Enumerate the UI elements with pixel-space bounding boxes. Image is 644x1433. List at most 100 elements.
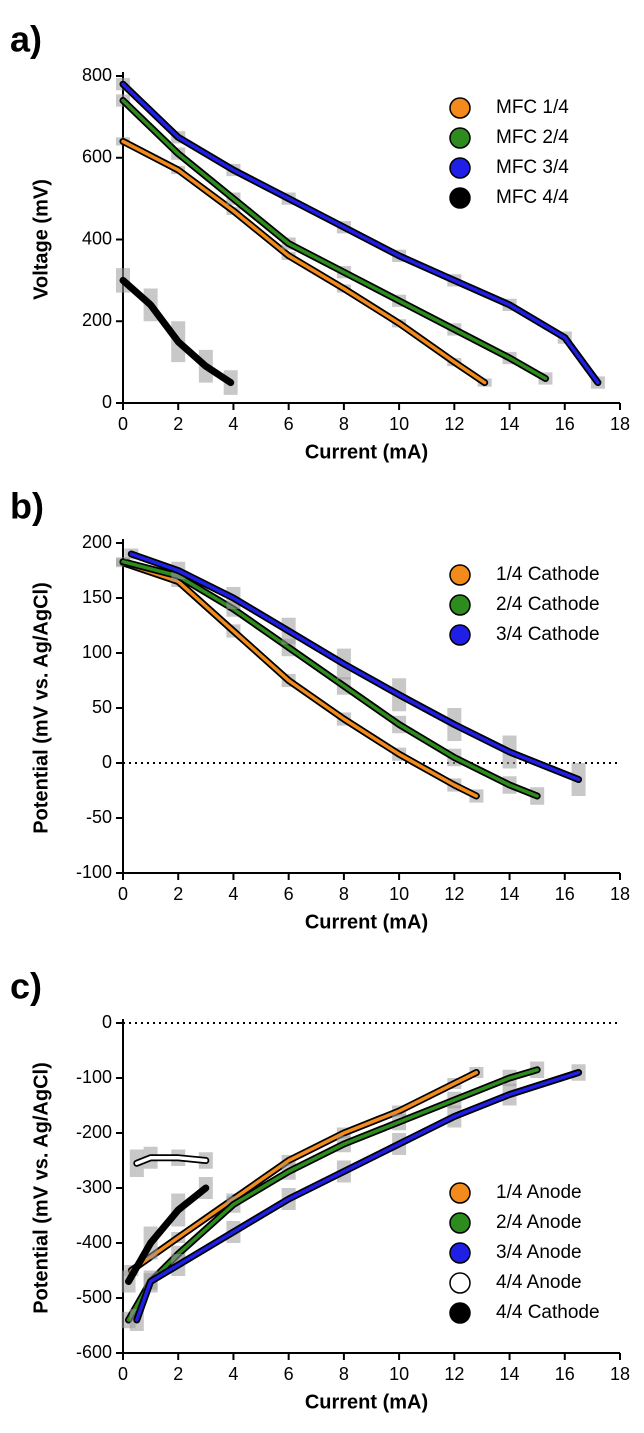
series-line bbox=[121, 139, 487, 385]
legend-marker bbox=[449, 1302, 471, 1324]
x-tick-label: 4 bbox=[228, 414, 238, 434]
y-axis-title: Potential (mV vs. Ag/AgCl) bbox=[30, 1062, 52, 1314]
x-tick-label: 10 bbox=[389, 414, 409, 434]
series-line bbox=[121, 561, 479, 798]
y-tick-label: 100 bbox=[82, 642, 112, 662]
legend-marker bbox=[449, 1242, 471, 1264]
x-tick-label: 2 bbox=[173, 1364, 183, 1384]
x-tick-label: 14 bbox=[500, 414, 520, 434]
x-tick-label: 16 bbox=[555, 414, 575, 434]
x-tick-label: 18 bbox=[610, 1364, 630, 1384]
legend-label: MFC 2/4 bbox=[496, 127, 569, 148]
series-outline bbox=[119, 559, 480, 800]
series-line bbox=[121, 559, 539, 798]
series-line bbox=[129, 552, 581, 782]
x-tick-label: 16 bbox=[555, 884, 575, 904]
x-axis-title: Current (mA) bbox=[305, 1391, 428, 1413]
y-tick-label: 150 bbox=[82, 587, 112, 607]
x-tick-label: 10 bbox=[389, 884, 409, 904]
legend-label: 1/4 Anode bbox=[496, 1182, 582, 1203]
y-tick-label: -200 bbox=[76, 1122, 112, 1142]
x-tick-label: 8 bbox=[339, 884, 349, 904]
x-tick-label: 4 bbox=[228, 1364, 238, 1384]
x-tick-label: 18 bbox=[610, 414, 630, 434]
x-tick-label: 0 bbox=[118, 1364, 128, 1384]
y-tick-label: -500 bbox=[76, 1287, 112, 1307]
series-line bbox=[135, 1156, 208, 1166]
y-tick-label: 0 bbox=[102, 392, 112, 412]
legend-marker bbox=[449, 187, 471, 209]
legend-label: MFC 1/4 bbox=[496, 97, 569, 118]
legend-label: 2/4 Cathode bbox=[496, 594, 600, 615]
y-tick-label: 200 bbox=[82, 310, 112, 330]
legend-label: MFC 4/4 bbox=[496, 187, 569, 208]
legend-marker bbox=[449, 1182, 471, 1204]
x-tick-label: 12 bbox=[444, 884, 464, 904]
series-line bbox=[135, 1070, 581, 1322]
x-tick-label: 2 bbox=[173, 884, 183, 904]
legend-marker bbox=[449, 594, 471, 616]
x-tick-label: 8 bbox=[339, 1364, 349, 1384]
x-axis-title: Current (mA) bbox=[305, 441, 428, 463]
y-tick-label: -400 bbox=[76, 1232, 112, 1252]
y-tick-label: -100 bbox=[76, 1067, 112, 1087]
x-tick-label: 0 bbox=[118, 884, 128, 904]
y-tick-label: 50 bbox=[92, 697, 112, 717]
legend-marker bbox=[449, 564, 471, 586]
series-line bbox=[121, 278, 233, 385]
legend-marker bbox=[449, 1212, 471, 1234]
panel-label: b) bbox=[10, 486, 44, 527]
x-tick-label: 8 bbox=[339, 414, 349, 434]
legend-label: 3/4 Anode bbox=[496, 1242, 582, 1263]
series-line bbox=[126, 1186, 208, 1284]
panel: b) -100 -50 0 50 100 150 200 0 2 4 6 8 10 12 14 16 18 Curr… bbox=[10, 486, 630, 934]
y-axis-title: Voltage (mV) bbox=[30, 179, 52, 300]
y-tick-label: 0 bbox=[102, 1012, 112, 1032]
x-tick-label: 14 bbox=[500, 1364, 520, 1384]
panel-label: c) bbox=[10, 966, 42, 1007]
panel: a) 0 200 400 600 800 0 2 4 6 8 10 12 14 16 18 Current (m… bbox=[10, 19, 630, 464]
x-tick-label: 6 bbox=[284, 1364, 294, 1384]
series-line bbox=[129, 1070, 479, 1273]
x-tick-label: 14 bbox=[500, 884, 520, 904]
x-tick-label: 6 bbox=[284, 414, 294, 434]
x-tick-label: 12 bbox=[444, 1364, 464, 1384]
y-tick-label: 400 bbox=[82, 228, 112, 248]
x-tick-label: 12 bbox=[444, 414, 464, 434]
panel: c) -600 -500 -400 -300 -200 -100 0 0 2 4 6 8 10 12 14 16… bbox=[10, 966, 630, 1414]
x-tick-label: 2 bbox=[173, 414, 183, 434]
series-line bbox=[121, 98, 548, 381]
y-tick-label: 200 bbox=[82, 532, 112, 552]
series-outline bbox=[119, 558, 541, 800]
legend-marker bbox=[449, 1272, 471, 1294]
x-tick-label: 4 bbox=[228, 884, 238, 904]
panel-label: a) bbox=[10, 19, 42, 60]
legend-marker bbox=[449, 127, 471, 149]
y-tick-label: -100 bbox=[76, 862, 112, 882]
y-tick-label: 600 bbox=[82, 147, 112, 167]
series-line bbox=[126, 1068, 539, 1322]
x-tick-label: 0 bbox=[118, 414, 128, 434]
legend-marker bbox=[449, 624, 471, 646]
legend-label: 4/4 Cathode bbox=[496, 1302, 600, 1323]
legend-marker bbox=[449, 157, 471, 179]
y-tick-label: 0 bbox=[102, 752, 112, 772]
y-tick-label: 800 bbox=[82, 65, 112, 85]
x-tick-label: 6 bbox=[284, 884, 294, 904]
legend-label: 3/4 Cathode bbox=[496, 624, 600, 645]
legend-label: 4/4 Anode bbox=[496, 1272, 582, 1293]
y-axis-title: Potential (mV vs. Ag/AgCl) bbox=[30, 582, 52, 834]
series-line bbox=[121, 82, 600, 385]
x-tick-label: 16 bbox=[555, 1364, 575, 1384]
legend-label: 1/4 Cathode bbox=[496, 564, 600, 585]
y-tick-label: -50 bbox=[86, 807, 112, 827]
legend-label: 2/4 Anode bbox=[496, 1212, 582, 1233]
legend-label: MFC 3/4 bbox=[496, 157, 569, 178]
x-axis-title: Current (mA) bbox=[305, 911, 428, 933]
y-tick-label: -600 bbox=[76, 1342, 112, 1362]
x-tick-label: 10 bbox=[389, 1364, 409, 1384]
legend-marker bbox=[449, 97, 471, 119]
x-tick-label: 18 bbox=[610, 884, 630, 904]
